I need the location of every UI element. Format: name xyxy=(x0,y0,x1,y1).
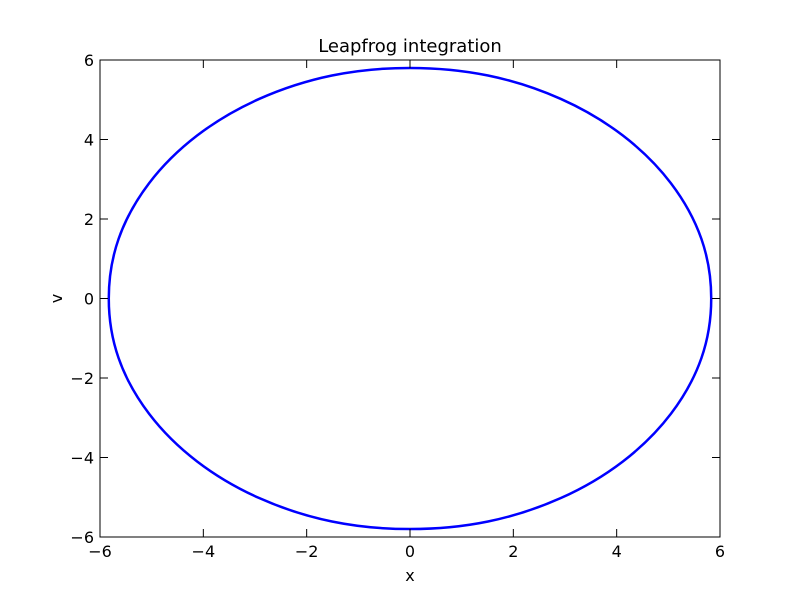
series-line-0 xyxy=(107,66,713,531)
series-layer xyxy=(107,66,713,531)
x-tick-label: 4 xyxy=(612,542,622,561)
y-tick-label: 4 xyxy=(84,131,94,150)
axes-frame xyxy=(99,59,721,538)
y-tick-label: 2 xyxy=(84,210,94,229)
y-tick-label: −2 xyxy=(70,369,94,388)
x-tick-label: −4 xyxy=(192,542,216,561)
x-tick-label: 2 xyxy=(508,542,518,561)
y-tick-label: −4 xyxy=(70,449,94,468)
y-axis-label: v xyxy=(47,294,66,303)
x-tick-label: −2 xyxy=(295,542,319,561)
y-tick-label: 6 xyxy=(84,51,94,70)
chart-title: Leapfrog integration xyxy=(318,36,502,57)
plot-area xyxy=(100,60,720,537)
x-tick-label: −6 xyxy=(88,542,112,561)
y-tick-label: −6 xyxy=(70,528,94,547)
plot-background xyxy=(100,60,720,537)
x-axis-label: x xyxy=(405,566,414,585)
x-tick-label: 6 xyxy=(715,542,725,561)
x-tick-label: 0 xyxy=(405,542,415,561)
y-tick-label: 0 xyxy=(84,290,94,309)
